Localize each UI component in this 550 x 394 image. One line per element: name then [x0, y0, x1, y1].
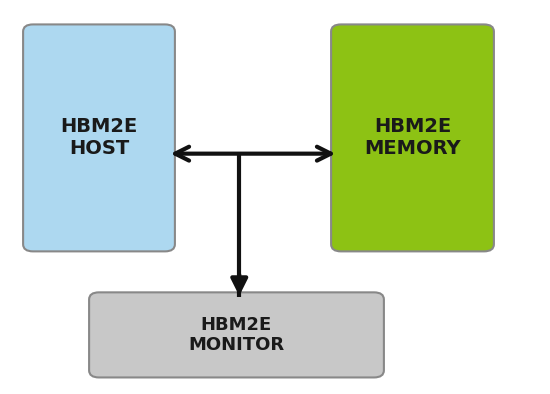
Text: HBM2E
MEMORY: HBM2E MEMORY: [364, 117, 461, 158]
FancyBboxPatch shape: [23, 24, 175, 251]
Text: HBM2E
MONITOR: HBM2E MONITOR: [189, 316, 284, 354]
FancyBboxPatch shape: [331, 24, 494, 251]
Text: HBM2E
HOST: HBM2E HOST: [60, 117, 138, 158]
FancyBboxPatch shape: [89, 292, 384, 377]
